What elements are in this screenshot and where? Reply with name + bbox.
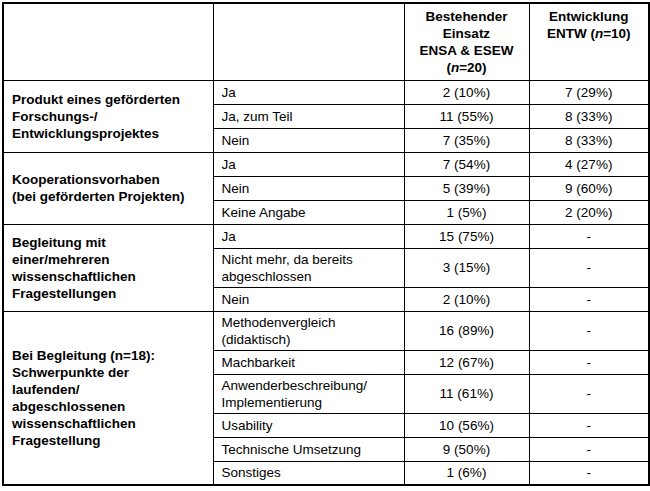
- value-cell-entw: 2 (20%): [529, 200, 649, 224]
- value-cell-ensa: 1 (6%): [404, 461, 529, 485]
- value-cell-entw: -: [529, 287, 649, 311]
- value-cell-ensa: 16 (89%): [404, 311, 529, 350]
- header-entw-n: ENTW (n=10): [547, 26, 631, 41]
- value-cell-ensa: 2 (10%): [404, 80, 529, 104]
- value-cell-entw: -: [529, 437, 649, 461]
- answer-cell: Methodenvergleich (didaktisch): [213, 311, 404, 350]
- answer-cell: Nein: [213, 128, 404, 152]
- answer-cell: Sonstiges: [213, 461, 404, 485]
- table-row: Produkt eines geförderten Forschungs-/ E…: [3, 80, 649, 104]
- value-cell-ensa: 1 (5%): [404, 200, 529, 224]
- value-cell-ensa: 7 (35%): [404, 128, 529, 152]
- table-row: Bei Begleitung (n=18): Schwerpunkte der …: [3, 311, 649, 350]
- value-cell-entw: -: [529, 461, 649, 485]
- value-cell-ensa: 12 (67%): [404, 350, 529, 374]
- n-italic: n: [595, 26, 603, 41]
- n-value: =20): [459, 60, 486, 75]
- header-row: Bestehender Einsatz ENSA & ESEW (n=20) E…: [3, 3, 649, 80]
- value-cell-entw: 7 (29%): [529, 80, 649, 104]
- value-cell-entw: -: [529, 374, 649, 413]
- entw-prefix: ENTW (: [547, 26, 595, 41]
- value-cell-entw: -: [529, 350, 649, 374]
- answer-cell: Nicht mehr, da bereits abgeschlossen: [213, 248, 404, 287]
- n-italic: n: [451, 60, 459, 75]
- value-cell-entw: -: [529, 224, 649, 248]
- value-cell-entw: 8 (33%): [529, 104, 649, 128]
- table-row: Kooperationsvorhaben (bei geförderten Pr…: [3, 152, 649, 176]
- answer-cell: Ja: [213, 224, 404, 248]
- answer-cell: Usability: [213, 413, 404, 437]
- answer-cell: Ja: [213, 152, 404, 176]
- header-ensa-n: (n=20): [446, 60, 486, 75]
- value-cell-ensa: 9 (50%): [404, 437, 529, 461]
- value-cell-ensa: 3 (15%): [404, 248, 529, 287]
- footnote: Anmerkung: Multiple-Choice-Antworten: [2, 486, 649, 491]
- header-entw-title: Entwicklung: [531, 8, 648, 25]
- header-col-ensa-esew: Bestehender Einsatz ENSA & ESEW (n=20): [404, 3, 529, 80]
- value-cell-ensa: 2 (10%): [404, 287, 529, 311]
- answer-cell: Keine Angabe: [213, 200, 404, 224]
- value-cell-entw: 9 (60%): [529, 176, 649, 200]
- page: Bestehender Einsatz ENSA & ESEW (n=20) E…: [0, 0, 650, 491]
- table-row: Begleitung mit einer/mehreren wissenscha…: [3, 224, 649, 248]
- answer-cell: Technische Umsetzung: [213, 437, 404, 461]
- category-cell-schwerpunkte: Bei Begleitung (n=18): Schwerpunkte der …: [3, 311, 213, 485]
- category-cell-begleitung: Begleitung mit einer/mehreren wissenscha…: [3, 224, 213, 311]
- value-cell-entw: 4 (27%): [529, 152, 649, 176]
- n-value: =10): [603, 26, 630, 41]
- value-cell-ensa: 11 (61%): [404, 374, 529, 413]
- category-cell-kooperation: Kooperationsvorhaben (bei geförderten Pr…: [3, 152, 213, 224]
- header-col-entw: Entwicklung ENTW (n=10): [529, 3, 649, 80]
- answer-cell: Ja, zum Teil: [213, 104, 404, 128]
- answer-cell: Nein: [213, 176, 404, 200]
- value-cell-entw: -: [529, 413, 649, 437]
- header-ensa-title: Bestehender Einsatz ENSA & ESEW: [406, 8, 528, 59]
- value-cell-ensa: 7 (54%): [404, 152, 529, 176]
- survey-results-table: Bestehender Einsatz ENSA & ESEW (n=20) E…: [2, 2, 650, 486]
- answer-cell: Nein: [213, 287, 404, 311]
- value-cell-ensa: 11 (55%): [404, 104, 529, 128]
- header-category-empty: [3, 3, 213, 80]
- answer-cell: Ja: [213, 80, 404, 104]
- value-cell-ensa: 5 (39%): [404, 176, 529, 200]
- value-cell-ensa: 15 (75%): [404, 224, 529, 248]
- value-cell-entw: 8 (33%): [529, 128, 649, 152]
- header-answer-empty: [213, 3, 404, 80]
- value-cell-ensa: 10 (56%): [404, 413, 529, 437]
- value-cell-entw: -: [529, 248, 649, 287]
- answer-cell: Anwenderbeschreibung/ Implementierung: [213, 374, 404, 413]
- answer-cell: Machbarkeit: [213, 350, 404, 374]
- category-cell-produkt: Produkt eines geförderten Forschungs-/ E…: [3, 80, 213, 152]
- value-cell-entw: -: [529, 311, 649, 350]
